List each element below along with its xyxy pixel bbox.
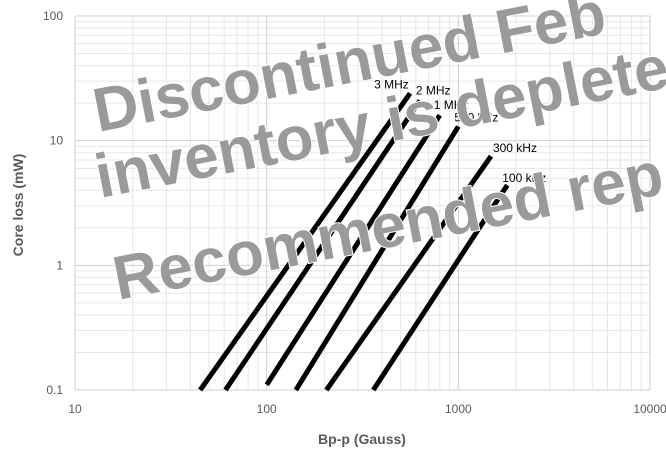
x-tick-label: 10 (68, 402, 82, 416)
minor-grid (75, 16, 650, 390)
series-line (223, 99, 422, 392)
series-line (371, 183, 510, 392)
x-axis-title: Bp-p (Gauss) (318, 431, 406, 447)
series-label: 100 kHz (502, 171, 546, 185)
series-line (324, 154, 494, 392)
x-tick-label: 10000 (633, 402, 666, 416)
series-line (198, 91, 413, 392)
series-label: 300 kHz (493, 141, 537, 155)
series-line (264, 113, 442, 387)
series-lines (198, 91, 510, 392)
tick-labels: 10 100 1000 10000 0.1 1 10 100 (43, 9, 666, 416)
y-tick-label: 1 (56, 258, 63, 272)
series-label: 1 MHz (434, 98, 469, 112)
y-tick-label: 0.1 (46, 383, 63, 397)
series-label: 3 MHz (374, 77, 409, 91)
y-tick-label: 10 (50, 134, 64, 148)
series-label: 500 kHz (454, 110, 498, 124)
series-line (293, 125, 461, 392)
y-axis-title: Core loss (mW) (10, 154, 26, 257)
x-tick-label: 100 (257, 402, 277, 416)
x-tick-label: 1000 (445, 402, 472, 416)
series-label: 2 MHz (416, 83, 451, 97)
y-tick-label: 100 (43, 9, 63, 23)
